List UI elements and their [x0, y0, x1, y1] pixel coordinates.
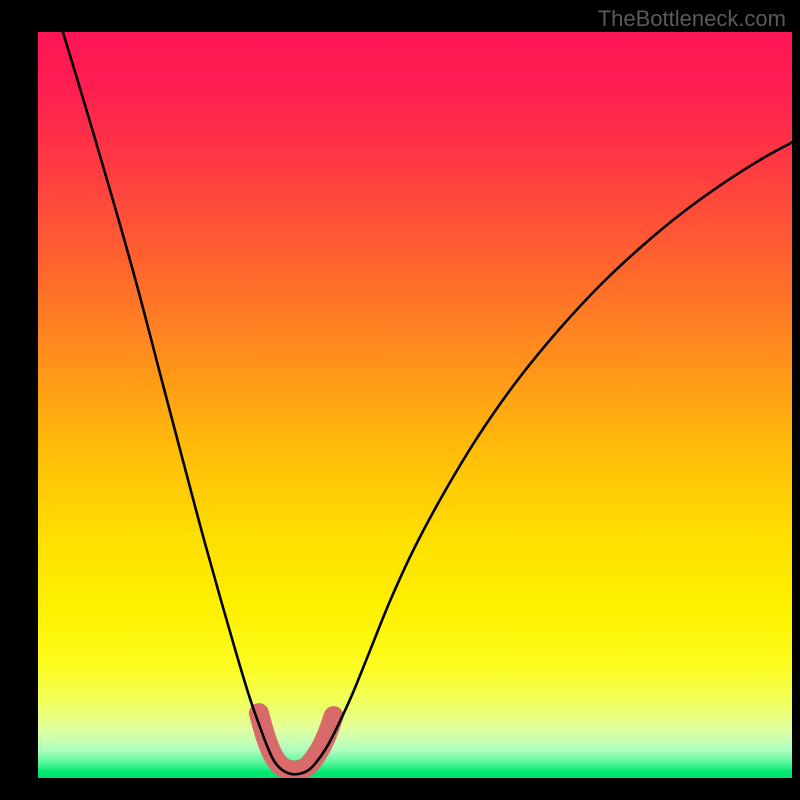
- dip-highlight: [259, 713, 334, 770]
- bottleneck-curve: [58, 32, 792, 774]
- chart-frame: TheBottleneck.com: [0, 0, 800, 800]
- plot-area: [38, 32, 792, 778]
- watermark-text: TheBottleneck.com: [598, 6, 786, 32]
- curve-layer: [38, 32, 792, 778]
